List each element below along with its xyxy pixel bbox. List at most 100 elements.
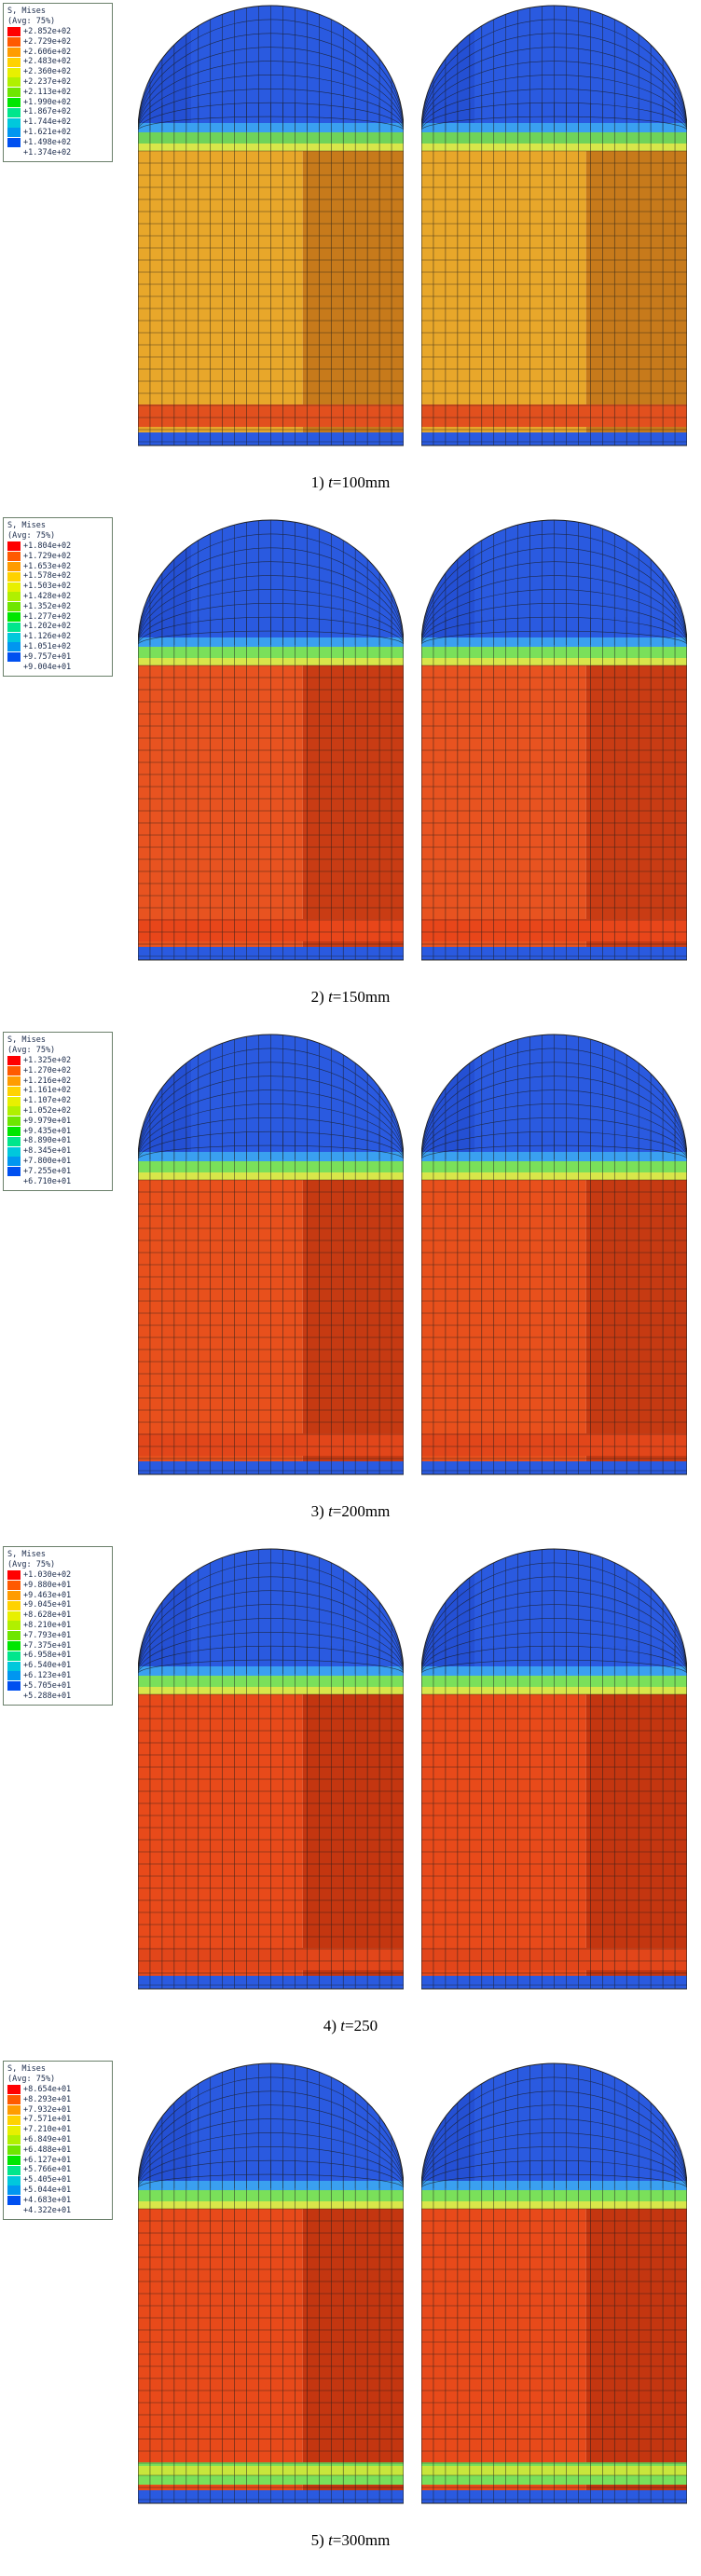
legend-value: +9.435e+01 xyxy=(23,1126,72,1136)
legend-row: +1.030e+02 xyxy=(7,1570,108,1581)
legend-row: +1.325e+02 xyxy=(7,1056,108,1066)
legend-color-swatch xyxy=(7,1610,21,1621)
legend-color-swatch xyxy=(7,2206,21,2215)
legend-row: +9.979e+01 xyxy=(7,1117,108,1127)
legend-row: +1.744e+02 xyxy=(7,117,108,128)
legend-value: +7.800e+01 xyxy=(23,1156,72,1166)
model-right xyxy=(421,519,687,961)
caption-value: =300mm xyxy=(332,2531,391,2549)
legend-row: +7.255e+01 xyxy=(7,1167,108,1177)
legend-row: +6.488e+01 xyxy=(7,2145,108,2156)
legend-color-swatch xyxy=(7,1640,21,1651)
legend-value: +1.744e+02 xyxy=(23,117,72,128)
caption-value: =250 xyxy=(345,2017,378,2035)
legend-row: +9.004e+01 xyxy=(7,663,108,673)
caption-variable: t xyxy=(328,473,333,491)
legend-color-swatch xyxy=(7,2155,21,2165)
legend-row: +9.435e+01 xyxy=(7,1127,108,1137)
legend-color-swatch xyxy=(7,2115,21,2125)
legend-value: +8.210e+01 xyxy=(23,1620,72,1630)
legend-color-swatch xyxy=(7,2125,21,2135)
legend-value: +9.045e+01 xyxy=(23,1600,72,1610)
cylinder-body xyxy=(421,1180,586,1461)
legend-row: +8.628e+01 xyxy=(7,1610,108,1621)
legend-row: +7.793e+01 xyxy=(7,1631,108,1641)
panel-2: S, Mises (Avg: 75%) +1.804e+02 +1.729e+02 +1… xyxy=(0,514,701,1029)
legend-color-swatch xyxy=(7,88,21,98)
legend-row: +1.270e+02 xyxy=(7,1066,108,1076)
legend-color-swatch xyxy=(7,37,21,48)
legend-row: +8.654e+01 xyxy=(7,2085,108,2095)
legend-color-swatch xyxy=(7,552,21,562)
legend-color-swatch xyxy=(7,1177,21,1186)
model-left xyxy=(138,1548,404,1990)
legend-row: +9.463e+01 xyxy=(7,1591,108,1601)
legend-value: +1.621e+02 xyxy=(23,127,72,137)
legend-row: +1.107e+02 xyxy=(7,1096,108,1106)
caption-variable: t xyxy=(328,1502,333,1520)
stress-legend: S, Mises (Avg: 75%) +1.804e+02 +1.729e+02 +1… xyxy=(3,517,113,678)
legend-color-swatch xyxy=(7,148,21,158)
legend-value: +5.288e+01 xyxy=(23,1691,72,1701)
legend-value: +5.044e+01 xyxy=(23,2185,72,2195)
legend-color-swatch xyxy=(7,128,21,138)
caption-variable: t xyxy=(328,2531,333,2549)
legend-value: +1.867e+02 xyxy=(23,107,72,117)
legend-value: +1.270e+02 xyxy=(23,1065,72,1076)
model-right xyxy=(421,1034,687,1475)
model-left xyxy=(138,1034,404,1475)
legend-value: +2.113e+02 xyxy=(23,87,72,97)
legend-color-swatch xyxy=(7,2165,21,2175)
cylinder-body xyxy=(138,2209,303,2490)
legend-value: +9.880e+01 xyxy=(23,1580,72,1590)
legend-row: +5.705e+01 xyxy=(7,1681,108,1692)
legend-row: +1.051e+02 xyxy=(7,642,108,652)
legend-color-swatch xyxy=(7,117,21,128)
legend-row: +7.375e+01 xyxy=(7,1641,108,1651)
legend-value: +1.052e+02 xyxy=(23,1105,72,1116)
model-left xyxy=(138,2062,404,2504)
legend-value: +1.161e+02 xyxy=(23,1086,72,1096)
legend-row: +2.113e+02 xyxy=(7,88,108,98)
legend-row: +1.867e+02 xyxy=(7,107,108,117)
legend-value: +5.766e+01 xyxy=(23,2165,72,2175)
legend-color-swatch xyxy=(7,1621,21,1631)
legend-value: +6.710e+01 xyxy=(23,1176,72,1186)
legend-row: +4.322e+01 xyxy=(7,2206,108,2216)
legend-title: S, Mises xyxy=(7,1550,46,1559)
legend-value: +6.540e+01 xyxy=(23,1661,72,1671)
legend-title: S, Mises xyxy=(7,521,46,530)
panel-caption: 1) t=100mm xyxy=(0,473,701,492)
legend-color-swatch xyxy=(7,571,21,582)
legend-value: +1.653e+02 xyxy=(23,561,72,571)
legend-color-swatch xyxy=(7,77,21,88)
legend-row: +9.880e+01 xyxy=(7,1581,108,1591)
legend-value: +9.004e+01 xyxy=(23,662,72,672)
legend-color-swatch xyxy=(7,582,21,592)
legend-color-swatch xyxy=(7,2175,21,2185)
legend-row: +1.729e+02 xyxy=(7,552,108,562)
legend-color-swatch xyxy=(7,1066,21,1076)
legend-color-swatch xyxy=(7,1167,21,1177)
legend-color-swatch xyxy=(7,2135,21,2145)
legend-row: +7.571e+01 xyxy=(7,2115,108,2125)
legend-row: +2.483e+02 xyxy=(7,57,108,67)
legend-color-swatch xyxy=(7,57,21,67)
legend-color-swatch xyxy=(7,2196,21,2206)
legend-color-swatch xyxy=(7,1126,21,1136)
panel-caption: 3) t=200mm xyxy=(0,1502,701,1521)
model-left xyxy=(138,519,404,961)
model-right xyxy=(421,1548,687,1990)
legend-row: +8.890e+01 xyxy=(7,1136,108,1146)
legend-value: +1.374e+02 xyxy=(23,147,72,158)
legend-average: (Avg: 75%) xyxy=(7,17,56,26)
legend-value: +7.793e+01 xyxy=(23,1630,72,1640)
legend-color-swatch xyxy=(7,1692,21,1701)
legend-row: +1.804e+02 xyxy=(7,541,108,552)
legend-value: +4.683e+01 xyxy=(23,2195,72,2205)
stress-legend: S, Mises (Avg: 75%) +8.654e+01 +8.293e+01 +7… xyxy=(3,2061,113,2221)
legend-color-swatch xyxy=(7,1056,21,1066)
legend-average: (Avg: 75%) xyxy=(7,531,56,541)
legend-row: +8.210e+01 xyxy=(7,1621,108,1631)
caption-index: 1) xyxy=(310,473,324,491)
